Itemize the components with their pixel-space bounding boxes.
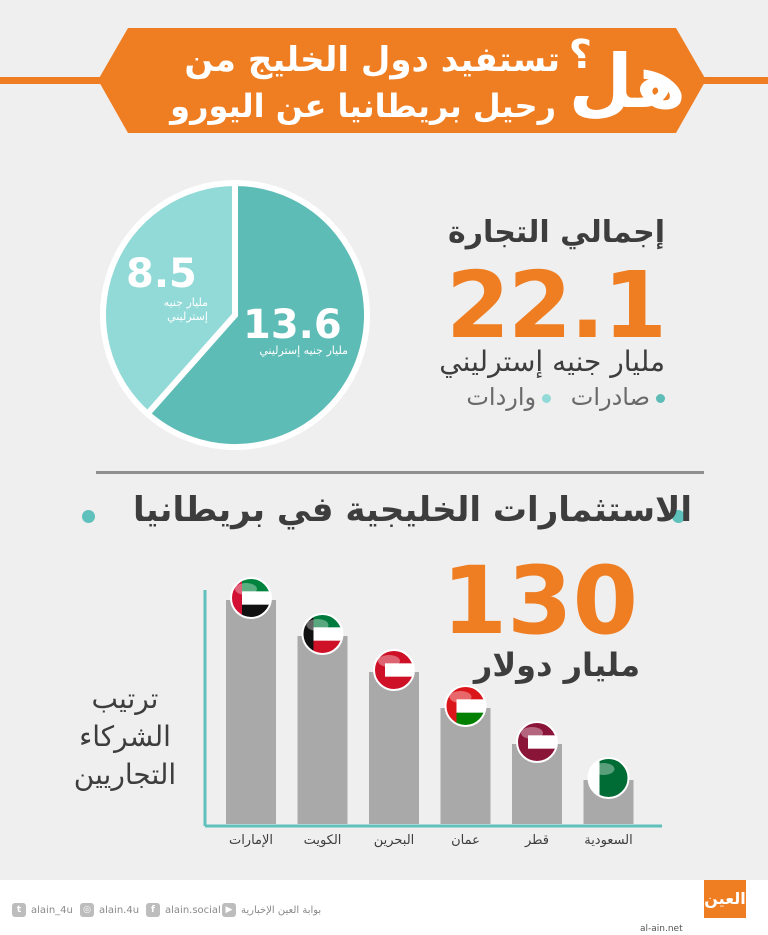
- pie-slice-imports: [100, 180, 238, 419]
- bullet-dot-left: [82, 510, 95, 523]
- pie-label-imports: 8.5: [126, 251, 197, 297]
- investment-unit: مليار دولار: [473, 646, 640, 684]
- alain-logo: العين: [704, 880, 746, 918]
- trade-legend: صادرات واردات: [454, 383, 665, 411]
- pie-slice-exports: [143, 180, 370, 450]
- trade-total-value: 22.1: [446, 252, 667, 359]
- footer-instagram[interactable]: ◎ alain.4u: [80, 903, 139, 917]
- saudi-flag-icon: [587, 757, 630, 799]
- oman-flag-icon: [444, 685, 487, 727]
- header-line-1: تستفيد دول الخليج من: [184, 40, 560, 80]
- legend-item-exports: صادرات: [571, 383, 665, 411]
- ranking-label: ترتيب الشركاء التجاريين: [73, 682, 177, 791]
- footer: t alain_4u ◎ alain.4u f alain.social ▶ بوابة…: [0, 880, 768, 935]
- bar-4: [440, 708, 491, 824]
- category-label: الكويت: [303, 833, 342, 848]
- footer-site[interactable]: al-ain.net: [640, 924, 683, 934]
- investment-title: الاستثمارات الخليجية في بريطانيا: [133, 490, 692, 530]
- category-label: البحرين: [373, 833, 415, 848]
- instagram-icon: ◎: [80, 903, 94, 917]
- kuwait-flag-icon: [301, 613, 344, 655]
- pie-label-exports: 13.6: [243, 302, 342, 348]
- trade-title: إجمالي التجارة: [447, 215, 665, 250]
- bar-1: [226, 600, 276, 824]
- bar-3: [369, 672, 419, 824]
- trade-unit: مليار جنيه إسترليني: [439, 345, 665, 378]
- section-divider: [96, 471, 704, 474]
- category-label: قطر: [524, 833, 550, 848]
- trade-pie-chart: [100, 180, 370, 450]
- legend-item-imports: واردات: [466, 383, 552, 411]
- bar-2: [297, 636, 348, 824]
- footer-youtube-name: بوابة العين الإخبارية: [241, 905, 322, 916]
- investment-value: 130: [441, 547, 638, 656]
- category-label: الإمارات: [228, 833, 274, 848]
- footer-facebook[interactable]: f alain.social: [146, 903, 221, 917]
- header-question-mark: ؟: [568, 32, 592, 78]
- bullet-dot-right: [672, 510, 685, 523]
- legend-dot-exports: [656, 393, 665, 403]
- legend-label-imports: واردات: [466, 383, 537, 411]
- pie-unit-imports: مليار جنيه إسترليني: [163, 296, 208, 323]
- footer-youtube[interactable]: ▶ بوابة العين الإخبارية: [222, 903, 321, 917]
- twitter-icon: t: [12, 903, 26, 917]
- header-big-word: هل: [568, 39, 688, 125]
- uae-flag-icon: [230, 577, 272, 619]
- footer-twitter[interactable]: t alain_4u: [12, 903, 73, 917]
- header-banner: [98, 28, 706, 133]
- qatar-flag-icon: [516, 721, 558, 763]
- legend-label-exports: صادرات: [570, 383, 650, 411]
- bahrain-flag-icon: [373, 649, 415, 691]
- header-line-2: رحيل بريطانيا عن اليورو: [170, 87, 556, 125]
- category-label: السعودية: [584, 833, 633, 848]
- category-label: عمان: [451, 833, 480, 848]
- pie-unit-exports: مليار جنيه إسترليني: [259, 344, 348, 357]
- youtube-icon: ▶: [222, 903, 236, 917]
- footer-twitter-handle: alain_4u: [31, 905, 73, 916]
- footer-facebook-handle: alain.social: [165, 905, 221, 916]
- legend-dot-imports: [542, 393, 552, 403]
- footer-instagram-handle: alain.4u: [99, 905, 140, 916]
- facebook-icon: f: [146, 903, 160, 917]
- partners-bar-chart: [203, 577, 662, 828]
